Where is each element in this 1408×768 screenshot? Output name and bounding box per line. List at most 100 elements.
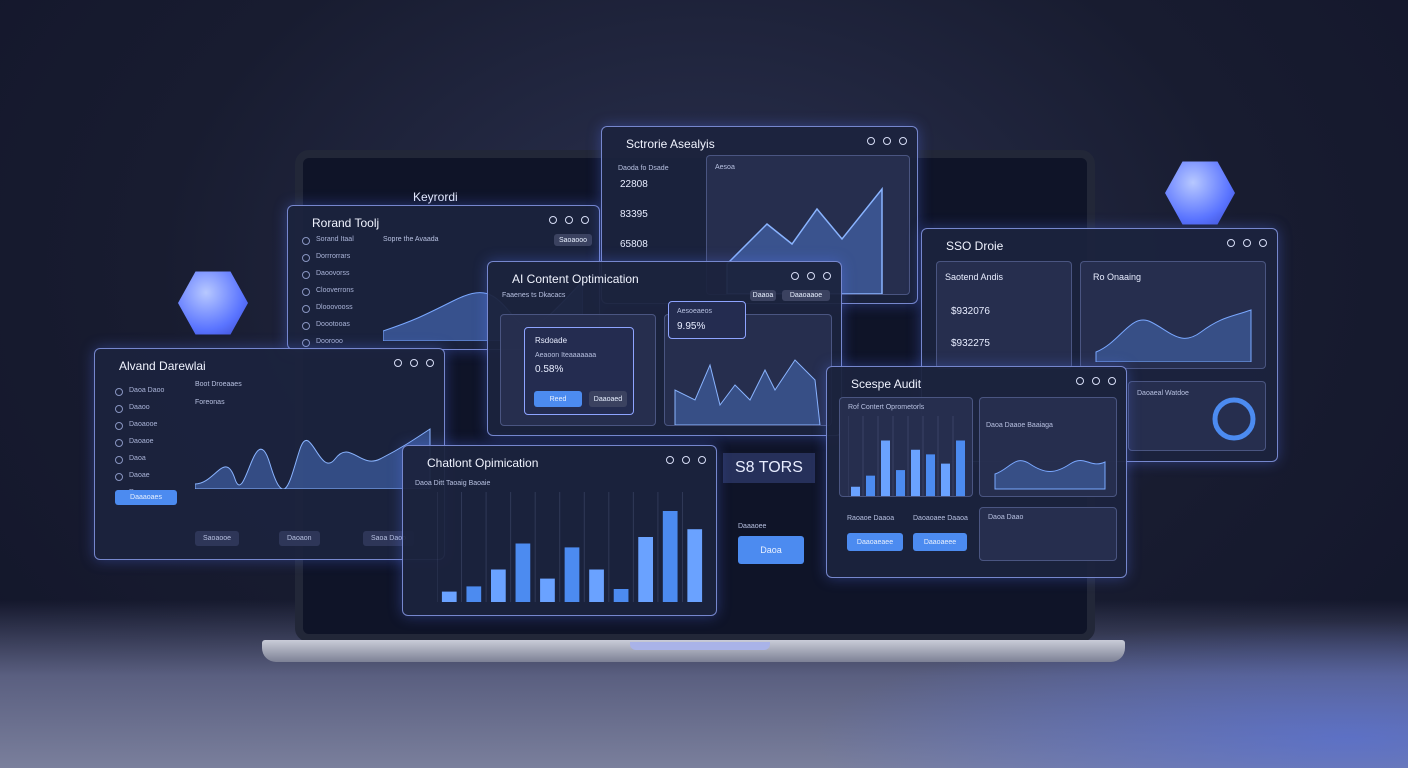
label: Ro Onaaing	[1093, 272, 1142, 282]
button[interactable]: Daaoaaoe	[782, 290, 830, 301]
menu-item: Daoae	[115, 472, 164, 489]
chart-label: Aesoa	[715, 164, 735, 171]
bar	[638, 537, 653, 602]
bar	[515, 543, 531, 602]
panel-title: AI Content Optimication	[512, 272, 639, 286]
wave	[994, 459, 1106, 490]
button[interactable]: Daaoaed	[589, 391, 627, 407]
bar	[441, 591, 457, 602]
menu-item: Daoaooe	[115, 421, 164, 438]
footer-item: Saoa Daoo	[363, 531, 415, 546]
value: $932275	[951, 338, 990, 349]
bar	[896, 470, 905, 496]
menu-item: Clooverrons	[302, 287, 354, 304]
wave	[195, 428, 431, 489]
label: Daoa Daaoe Baaiaga	[986, 422, 1053, 429]
button[interactable]: Saoaooo	[554, 234, 592, 246]
footer-item: Saoaooe	[195, 531, 240, 546]
panel-title: Alvand Darewlai	[119, 359, 206, 373]
stat-value: 83395	[620, 209, 648, 220]
header-title: Keyrordi	[413, 190, 458, 204]
label: Aesoeaeos	[677, 308, 713, 315]
bar	[466, 586, 482, 602]
dialog: Rsdoade Aeaoon Iteaaaaaaa 0.58% Reed Daa…	[524, 327, 634, 415]
tab: Faaenes ts Dkacacs	[502, 292, 566, 299]
label: Daoa Ditt Taoaig Baoaie	[415, 480, 491, 487]
button[interactable]: Daaoaeee	[913, 533, 967, 551]
label: Daoa Daao	[988, 514, 1024, 521]
ring	[1212, 397, 1256, 441]
menu-item: Dlooovooss	[302, 304, 354, 321]
card: Saotend Andis $932076 $932275	[936, 261, 1072, 369]
bar	[564, 547, 580, 602]
button[interactable]: Daaoa	[750, 290, 776, 301]
menu-item: Sorand Itaal	[302, 236, 354, 253]
heading: Boot Droeaaes	[195, 381, 242, 388]
panel: AI Content Optimication Faaenes ts Dkaca…	[487, 261, 842, 436]
menu-item: Daoovorss	[302, 270, 354, 287]
card: Daoa Daao	[979, 507, 1117, 561]
bar	[881, 440, 890, 496]
value: 0.58%	[535, 364, 564, 375]
panel-title: SSO Droie	[946, 239, 1004, 253]
value: $932076	[951, 306, 990, 317]
label: Rsdoade	[535, 336, 568, 345]
panel: Alvand Darewlai Daoa Daoo Daaoo Daoaooe Dao…	[94, 348, 445, 560]
stat-value: 22808	[620, 179, 648, 190]
stat-value: 65808	[620, 239, 648, 250]
bar	[866, 475, 875, 496]
bar	[941, 463, 950, 496]
bar	[926, 454, 935, 496]
hex-icon	[178, 271, 248, 335]
wave	[674, 359, 821, 425]
value: 9.95%	[677, 321, 706, 332]
metric: Aesoeaeos 9.95%	[668, 301, 746, 339]
label: Daaaoee	[738, 523, 767, 530]
button[interactable]: Daaoaeaee	[847, 533, 903, 551]
card: Rof Contert Oprometorls	[839, 397, 973, 497]
label: Daoaeal Watdoe	[1137, 390, 1189, 397]
bar	[687, 529, 703, 602]
card: Daoa Daaoe Baaiaga	[979, 397, 1117, 497]
panel-title: Rorand Toolj	[312, 216, 380, 230]
laptop-base	[262, 640, 1125, 662]
wave	[1095, 309, 1252, 362]
menu-item: Doorooo	[302, 338, 354, 349]
label: Daoda fo Dsade	[618, 165, 669, 172]
button[interactable]: Daoa	[738, 536, 804, 564]
bar	[662, 511, 678, 602]
footer-item: Daoaon	[279, 531, 320, 546]
bar-chart	[437, 492, 703, 602]
card: Daoaeal Watdoe	[1128, 381, 1266, 451]
bar	[540, 578, 555, 602]
button[interactable]: Reed	[534, 391, 582, 407]
bar	[851, 486, 860, 496]
menu: Daoa DaooDaaooDaoaooeDaoaoeDaoaDaoaeRaaa…	[115, 387, 164, 506]
label: Rof Contert Oprometorls	[848, 404, 925, 411]
label: Saotend Andis	[945, 272, 1004, 282]
laptop-notch	[630, 642, 770, 650]
menu-item: Daoa Daoo	[115, 387, 164, 404]
menu-item: Dorrrorrars	[302, 253, 354, 270]
label: Aeaoon Iteaaaaaaa	[535, 352, 597, 359]
bar	[613, 589, 629, 602]
menu: Sorand Itaal Dorrrorrars Daoovorss Clooverr…	[302, 236, 354, 349]
panel-title: Scespe Audit	[851, 377, 922, 391]
chart-label: Foreonas	[195, 399, 225, 406]
hex-icon	[1165, 161, 1235, 225]
menu-item: Daoaoe	[115, 438, 164, 455]
panel: Scespe Audit Rof Contert Oprometorls Dao…	[826, 366, 1127, 578]
active-button[interactable]: Daaaoaes	[115, 490, 177, 505]
bar	[491, 569, 506, 602]
label: Raoaoe Daaoa	[847, 515, 895, 522]
bar	[589, 569, 604, 602]
panel: Chatlont Opimication Daoa Ditt Taoaig Ba…	[402, 445, 717, 616]
bar	[956, 440, 965, 496]
bar-chart	[848, 416, 965, 496]
heading: Sopre the Avaada	[383, 236, 439, 243]
menu-item: Doootooas	[302, 321, 354, 338]
banner: S8 TORS	[723, 453, 815, 483]
menu-item: Daoa	[115, 455, 164, 472]
panel-title: Sctrorie Asealyis	[626, 137, 715, 151]
